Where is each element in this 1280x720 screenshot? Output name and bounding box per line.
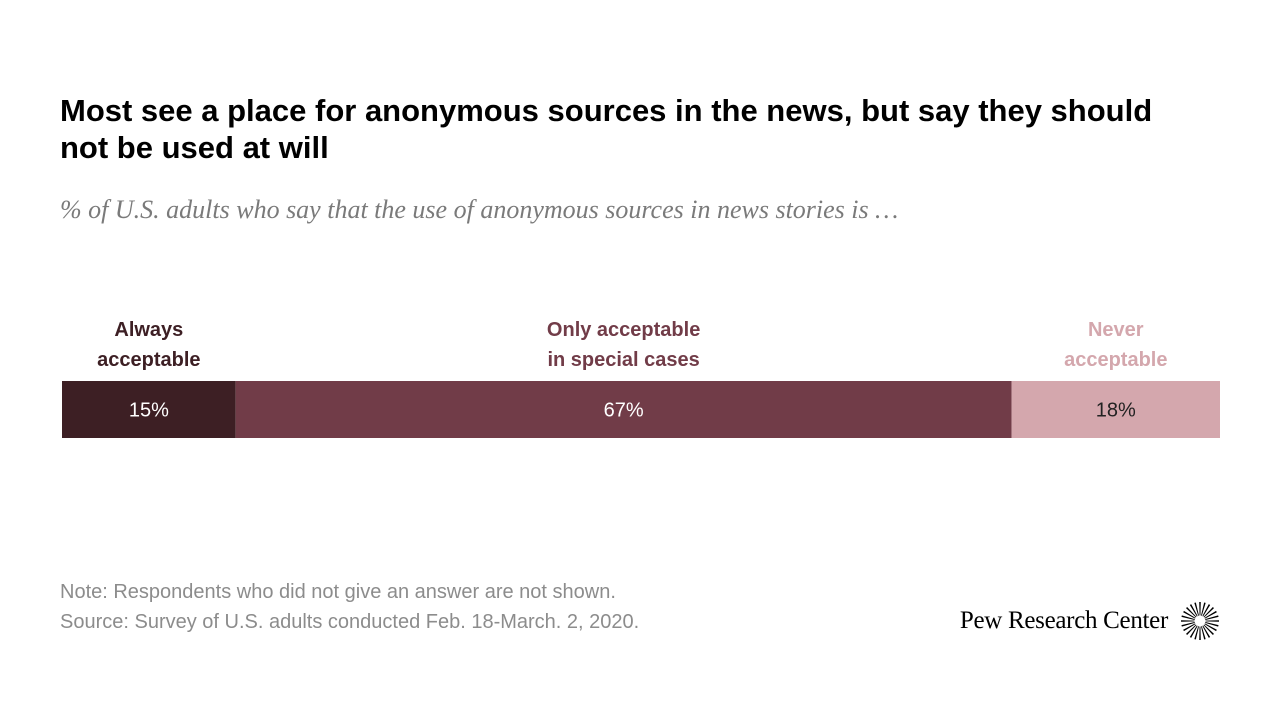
logo-ray	[1201, 626, 1206, 640]
logo-ray	[1186, 607, 1197, 618]
logo-ray	[1204, 623, 1217, 632]
bar-segment-never-acceptable	[1011, 381, 1220, 438]
source-text: Source: Survey of U.S. adults conducted …	[60, 611, 640, 633]
logo-ray	[1183, 623, 1196, 632]
logo-ray	[1181, 620, 1195, 622]
series-label-always-acceptable: Always acceptable	[97, 319, 200, 371]
logo-ray	[1201, 602, 1206, 616]
logo-ray	[1204, 610, 1217, 619]
data-label-only-acceptable-in-special-cases: 67%	[604, 400, 644, 422]
bar-segment-only-acceptable-in-special-cases	[235, 381, 1012, 438]
chart-title: Most see a place for anonymous sources i…	[60, 93, 1153, 165]
logo-ray	[1186, 624, 1197, 635]
logo-ray	[1203, 624, 1214, 635]
logo-text: Pew Research Center	[959, 607, 1168, 634]
logo-ray	[1205, 622, 1219, 627]
pew-logo: Pew Research Center	[960, 600, 1220, 642]
logo-ray	[1189, 625, 1198, 638]
note-text: Note: Respondents who did not give an an…	[60, 581, 616, 603]
bar-segment-always-acceptable	[62, 381, 236, 438]
series-label-line: Only acceptable	[547, 319, 700, 341]
logo-ray	[1202, 604, 1211, 617]
series-label-line: acceptable	[97, 349, 200, 371]
logo-ray	[1189, 604, 1198, 617]
series-label-never-acceptable: Never acceptable	[1064, 319, 1167, 371]
series-label-line: Always	[114, 319, 183, 341]
logo-ray	[1205, 615, 1219, 620]
logo-ray	[1202, 625, 1211, 638]
chart-footer: Note: Respondents who did not give an an…	[60, 577, 639, 637]
logo-ray	[1181, 622, 1195, 627]
data-label-always-acceptable: 15%	[129, 400, 169, 422]
series-label-only-acceptable-in-special-cases: Only acceptable in special cases	[547, 319, 700, 371]
pew-sunburst-icon	[1181, 602, 1219, 640]
data-label-never-acceptable: 18%	[1096, 400, 1136, 422]
chart-subtitle: % of U.S. adults who say that the use of…	[60, 195, 899, 224]
logo-ray	[1199, 626, 1201, 640]
series-label-line: in special cases	[547, 349, 699, 371]
logo-ray	[1205, 620, 1219, 622]
logo-ray	[1203, 607, 1214, 618]
series-label-line: acceptable	[1064, 349, 1167, 371]
logo-ray	[1183, 610, 1196, 619]
logo-ray	[1199, 602, 1201, 616]
stacked-bar-chart: 15% Always acceptable 67% Only acceptable in …	[62, 319, 1220, 438]
logo-ray	[1194, 602, 1199, 616]
logo-ray	[1194, 626, 1199, 640]
series-label-line: Never	[1088, 319, 1144, 341]
logo-ray	[1181, 615, 1195, 620]
